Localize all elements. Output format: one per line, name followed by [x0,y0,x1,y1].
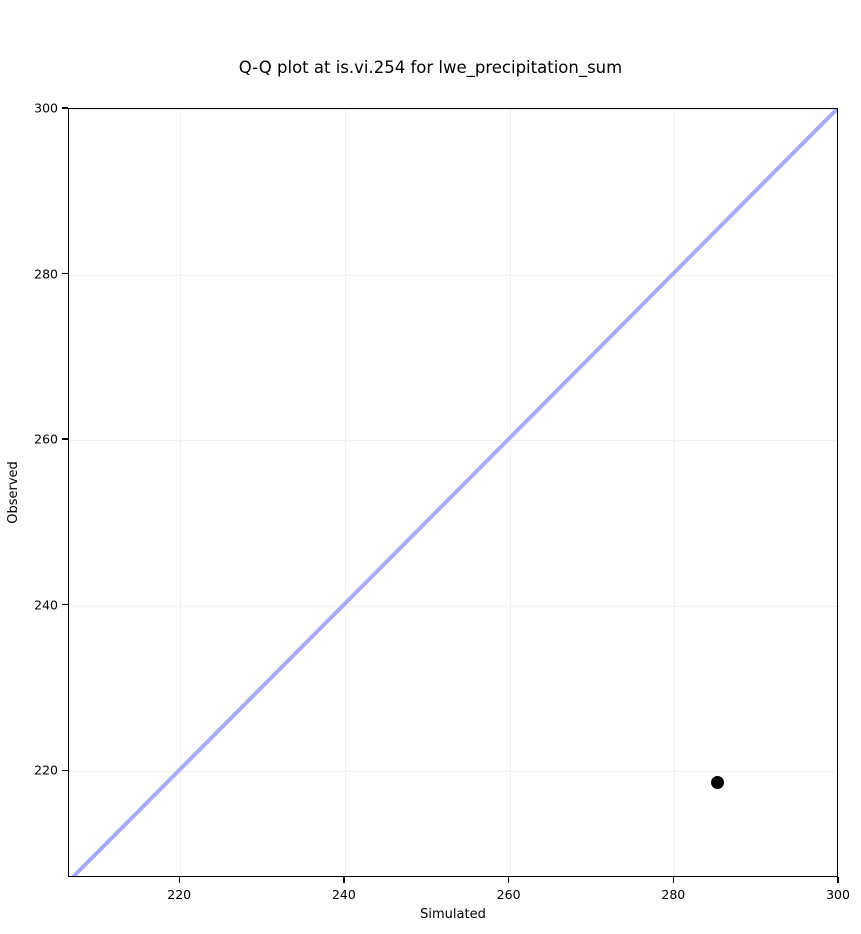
x-tick-label-280: 280 [661,887,686,902]
y-tick-label-260: 260 [34,431,58,447]
y-tick-label-280: 280 [34,266,58,282]
gridline-horizontal-280 [69,274,837,276]
one-to-one-reference-line [71,109,837,876]
gridline-horizontal-220 [69,771,837,773]
chart-title-line-1: Q-Q plot at is.vi.254 for lwe_precipitat… [238,57,623,77]
y-tick-label-220: 220 [34,762,58,778]
plot-area [68,108,838,877]
x-tick-mark-300 [837,877,839,883]
gridline-vertical-280 [674,109,676,876]
x-tick-label-300: 300 [826,887,850,902]
gridline-vertical-260 [509,109,511,876]
x-tick-label-240: 240 [331,887,356,902]
x-tick-mark-280 [672,877,674,883]
x-tick-mark-220 [178,877,180,883]
gridline-vertical-220 [180,109,182,876]
y-tick-mark-260 [62,438,68,440]
gridline-horizontal-300 [69,109,837,110]
gridline-vertical-240 [344,109,346,876]
data-point [710,775,724,789]
y-tick-mark-240 [62,604,68,606]
x-tick-mark-240 [343,877,345,883]
y-tick-mark-300 [62,107,68,109]
y-tick-label-300: 300 [34,100,58,116]
y-tick-mark-280 [62,272,68,275]
x-tick-label-220: 220 [167,887,192,902]
x-tick-mark-260 [507,877,510,883]
y-axis-label: Observed [6,461,21,524]
x-axis-label: Simulated [420,907,486,922]
gridline-horizontal-240 [69,605,837,607]
y-tick-label-240: 240 [34,597,58,613]
y-tick-mark-220 [62,769,68,771]
x-tick-label-260: 260 [496,887,521,902]
gridline-horizontal-260 [69,440,837,442]
